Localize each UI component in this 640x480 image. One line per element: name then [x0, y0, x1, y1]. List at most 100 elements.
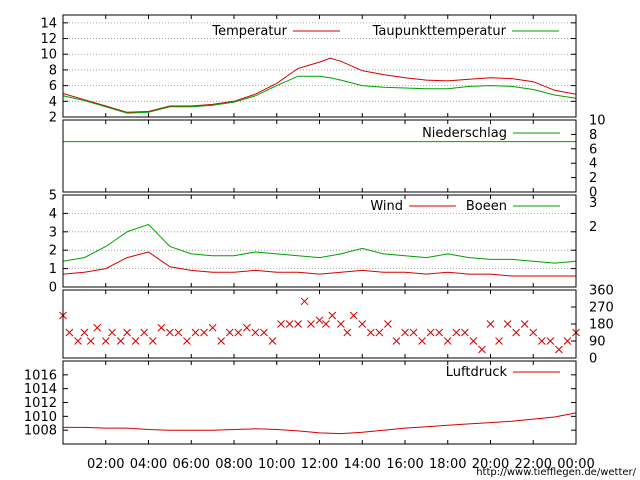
- wind-ytick-label: 0: [49, 281, 57, 296]
- wind_direction-point: [366, 328, 375, 337]
- legend-wind-label: Wind: [370, 199, 403, 214]
- precipitation-ytick-right-label: 0: [589, 186, 597, 201]
- temperature-ytick-label: 8: [49, 63, 57, 78]
- x-tick-label: 04:00: [130, 457, 167, 472]
- wind_direction-point: [260, 328, 268, 337]
- wind_direction-point: [148, 337, 157, 345]
- wind_direction-ytick-right-label: 360: [589, 284, 614, 299]
- wind_direction-point: [469, 337, 478, 345]
- wind_direction-point: [409, 328, 418, 337]
- wind-ytick-right-label: 2: [589, 220, 597, 235]
- wind_direction-point: [392, 337, 401, 345]
- x-tick-label: 06:00: [173, 457, 210, 472]
- wind-ytick-label: 4: [49, 207, 57, 222]
- wind-ytick-label: 1: [49, 262, 57, 277]
- wind_direction-point: [537, 337, 546, 345]
- x-tick-label: 14:00: [344, 457, 381, 472]
- wind_direction-point: [225, 328, 234, 337]
- wind-ytick-right-label: 3: [589, 196, 597, 211]
- wind_direction-point: [191, 328, 200, 337]
- wind_direction-point: [452, 328, 461, 337]
- wind_direction-point: [166, 328, 174, 337]
- source-url-link[interactable]: http://www.tiefflegen.de/wetter/: [476, 467, 636, 478]
- wind_direction-point: [217, 337, 226, 345]
- pressure-ytick-label: 1010: [24, 410, 57, 425]
- x-tick-label: 08:00: [215, 457, 252, 472]
- temperature-ytick-label: 2: [49, 111, 57, 126]
- wind_direction-point: [86, 337, 95, 345]
- wind-series-boeen: [62, 223, 577, 264]
- wind_direction-point: [426, 328, 435, 337]
- wind_direction-point: [343, 328, 352, 337]
- data-layer: [59, 57, 580, 435]
- legend-niederschlag-label: Niederschlag: [422, 126, 507, 141]
- temperature-ytick-label: 12: [40, 32, 57, 47]
- wind_direction-point: [300, 297, 309, 306]
- x-tick-label: 10:00: [258, 457, 295, 472]
- wind_direction-point: [529, 328, 538, 337]
- wind_direction-point: [93, 323, 102, 332]
- wind_direction-point: [384, 320, 392, 328]
- x-tick-label: 20:00: [472, 457, 509, 472]
- wind_direction-point: [101, 337, 110, 345]
- wind_direction-point: [74, 337, 82, 345]
- wind_direction-point: [349, 311, 358, 320]
- wind_direction-point: [503, 320, 512, 328]
- wind_direction-point: [322, 320, 330, 328]
- wind-series-wind: [62, 251, 576, 277]
- temperature-ytick-label: 4: [49, 95, 57, 110]
- precipitation-ytick-right-label: 2: [589, 171, 597, 186]
- wind_direction-point: [495, 337, 503, 345]
- wind_direction-point: [174, 328, 183, 337]
- wind_direction-point: [65, 328, 74, 337]
- pressure-ytick-label: 1014: [24, 382, 57, 397]
- temperature-ytick-label: 10: [40, 48, 57, 63]
- wind_direction-point: [460, 328, 469, 337]
- wind_direction-point: [315, 316, 324, 325]
- wind_direction-point: [123, 328, 131, 337]
- wind_direction-point: [512, 328, 521, 337]
- pressure-ytick-label: 1016: [24, 368, 57, 383]
- wind_direction-point: [80, 328, 89, 337]
- legend-luftdruck-label: Luftdruck: [446, 365, 508, 380]
- wind_direction-point: [277, 320, 285, 328]
- wind-ytick-label: 2: [49, 244, 57, 259]
- temperature-series-temperatur: [62, 57, 577, 113]
- wind_direction-ytick-right-label: 90: [589, 335, 606, 350]
- wind_direction-point: [478, 345, 486, 354]
- wind_direction-point: [285, 320, 294, 328]
- wind_direction-point: [563, 337, 572, 345]
- legend-boeen-label: Boeen: [466, 199, 507, 214]
- wind_direction-point: [358, 320, 367, 328]
- precipitation-ytick-right-label: 4: [589, 157, 597, 172]
- wind_direction-point: [116, 337, 125, 345]
- wind_direction-point: [268, 337, 277, 345]
- temperature-series-taupunkttemperatur: [62, 75, 577, 114]
- x-tick-label: 22:00: [515, 457, 552, 472]
- wind_direction-point: [200, 328, 208, 337]
- x-tick-label: 18:00: [429, 457, 466, 472]
- wind_direction-point: [294, 320, 302, 328]
- wind_direction-point: [520, 320, 529, 328]
- temperature-ytick-label: 6: [49, 79, 57, 94]
- wind_direction-ytick-right-label: 270: [589, 301, 614, 316]
- wind_direction-point: [486, 320, 495, 328]
- wind_direction-point: [555, 345, 563, 354]
- wind_direction-point: [234, 328, 243, 337]
- temperature-ytick-label: 14: [40, 16, 57, 31]
- wind_direction-point: [401, 328, 409, 337]
- wind_direction-ytick-right-label: 0: [589, 352, 597, 367]
- x-tick-label: 00:00: [557, 457, 594, 472]
- wind_direction-point: [443, 337, 452, 345]
- wind_direction-ytick-right-label: 180: [589, 318, 614, 333]
- wind_direction-point: [418, 337, 426, 345]
- wind_direction-point: [375, 328, 384, 337]
- precipitation-ytick-right-label: 10: [589, 114, 606, 129]
- x-tick-label: 16:00: [386, 457, 423, 472]
- wind_direction-frame: [62, 289, 577, 359]
- wind_direction-point: [183, 337, 191, 345]
- wind_direction-point: [328, 311, 337, 320]
- wind_direction-point: [337, 320, 345, 328]
